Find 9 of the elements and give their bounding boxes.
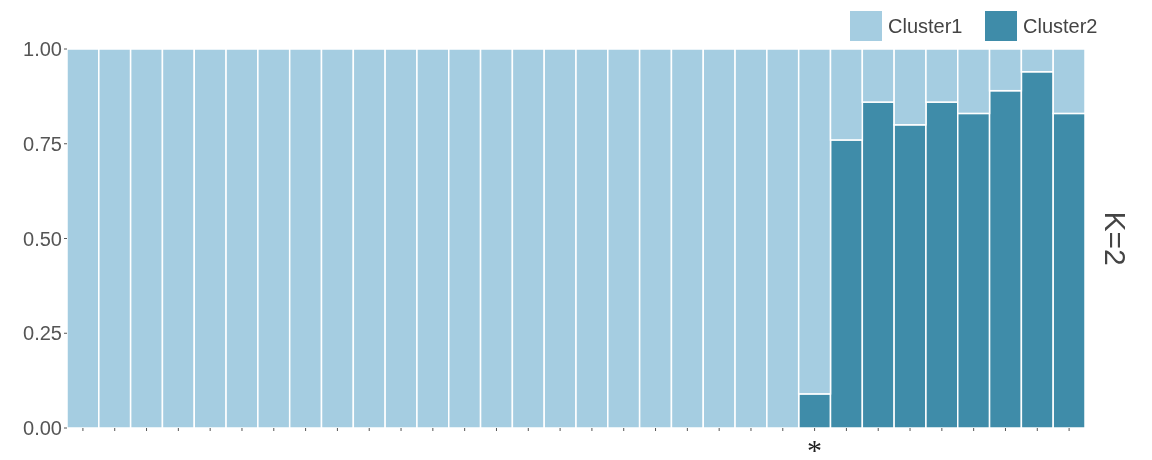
y-tick-label: 0.50 (23, 227, 62, 250)
y-tick-label: 0.00 (23, 417, 62, 439)
series-label: Cluster1 (888, 15, 963, 37)
y-tick-label: 0.25 (23, 322, 62, 345)
y-tick-label: 0.75 (23, 132, 62, 155)
legend-label: Cluster2 (1023, 15, 1098, 37)
text: K=2 (1099, 211, 1132, 266)
y-tick-label: 1.00 (23, 38, 62, 60)
x-tick-label: * (807, 433, 823, 460)
